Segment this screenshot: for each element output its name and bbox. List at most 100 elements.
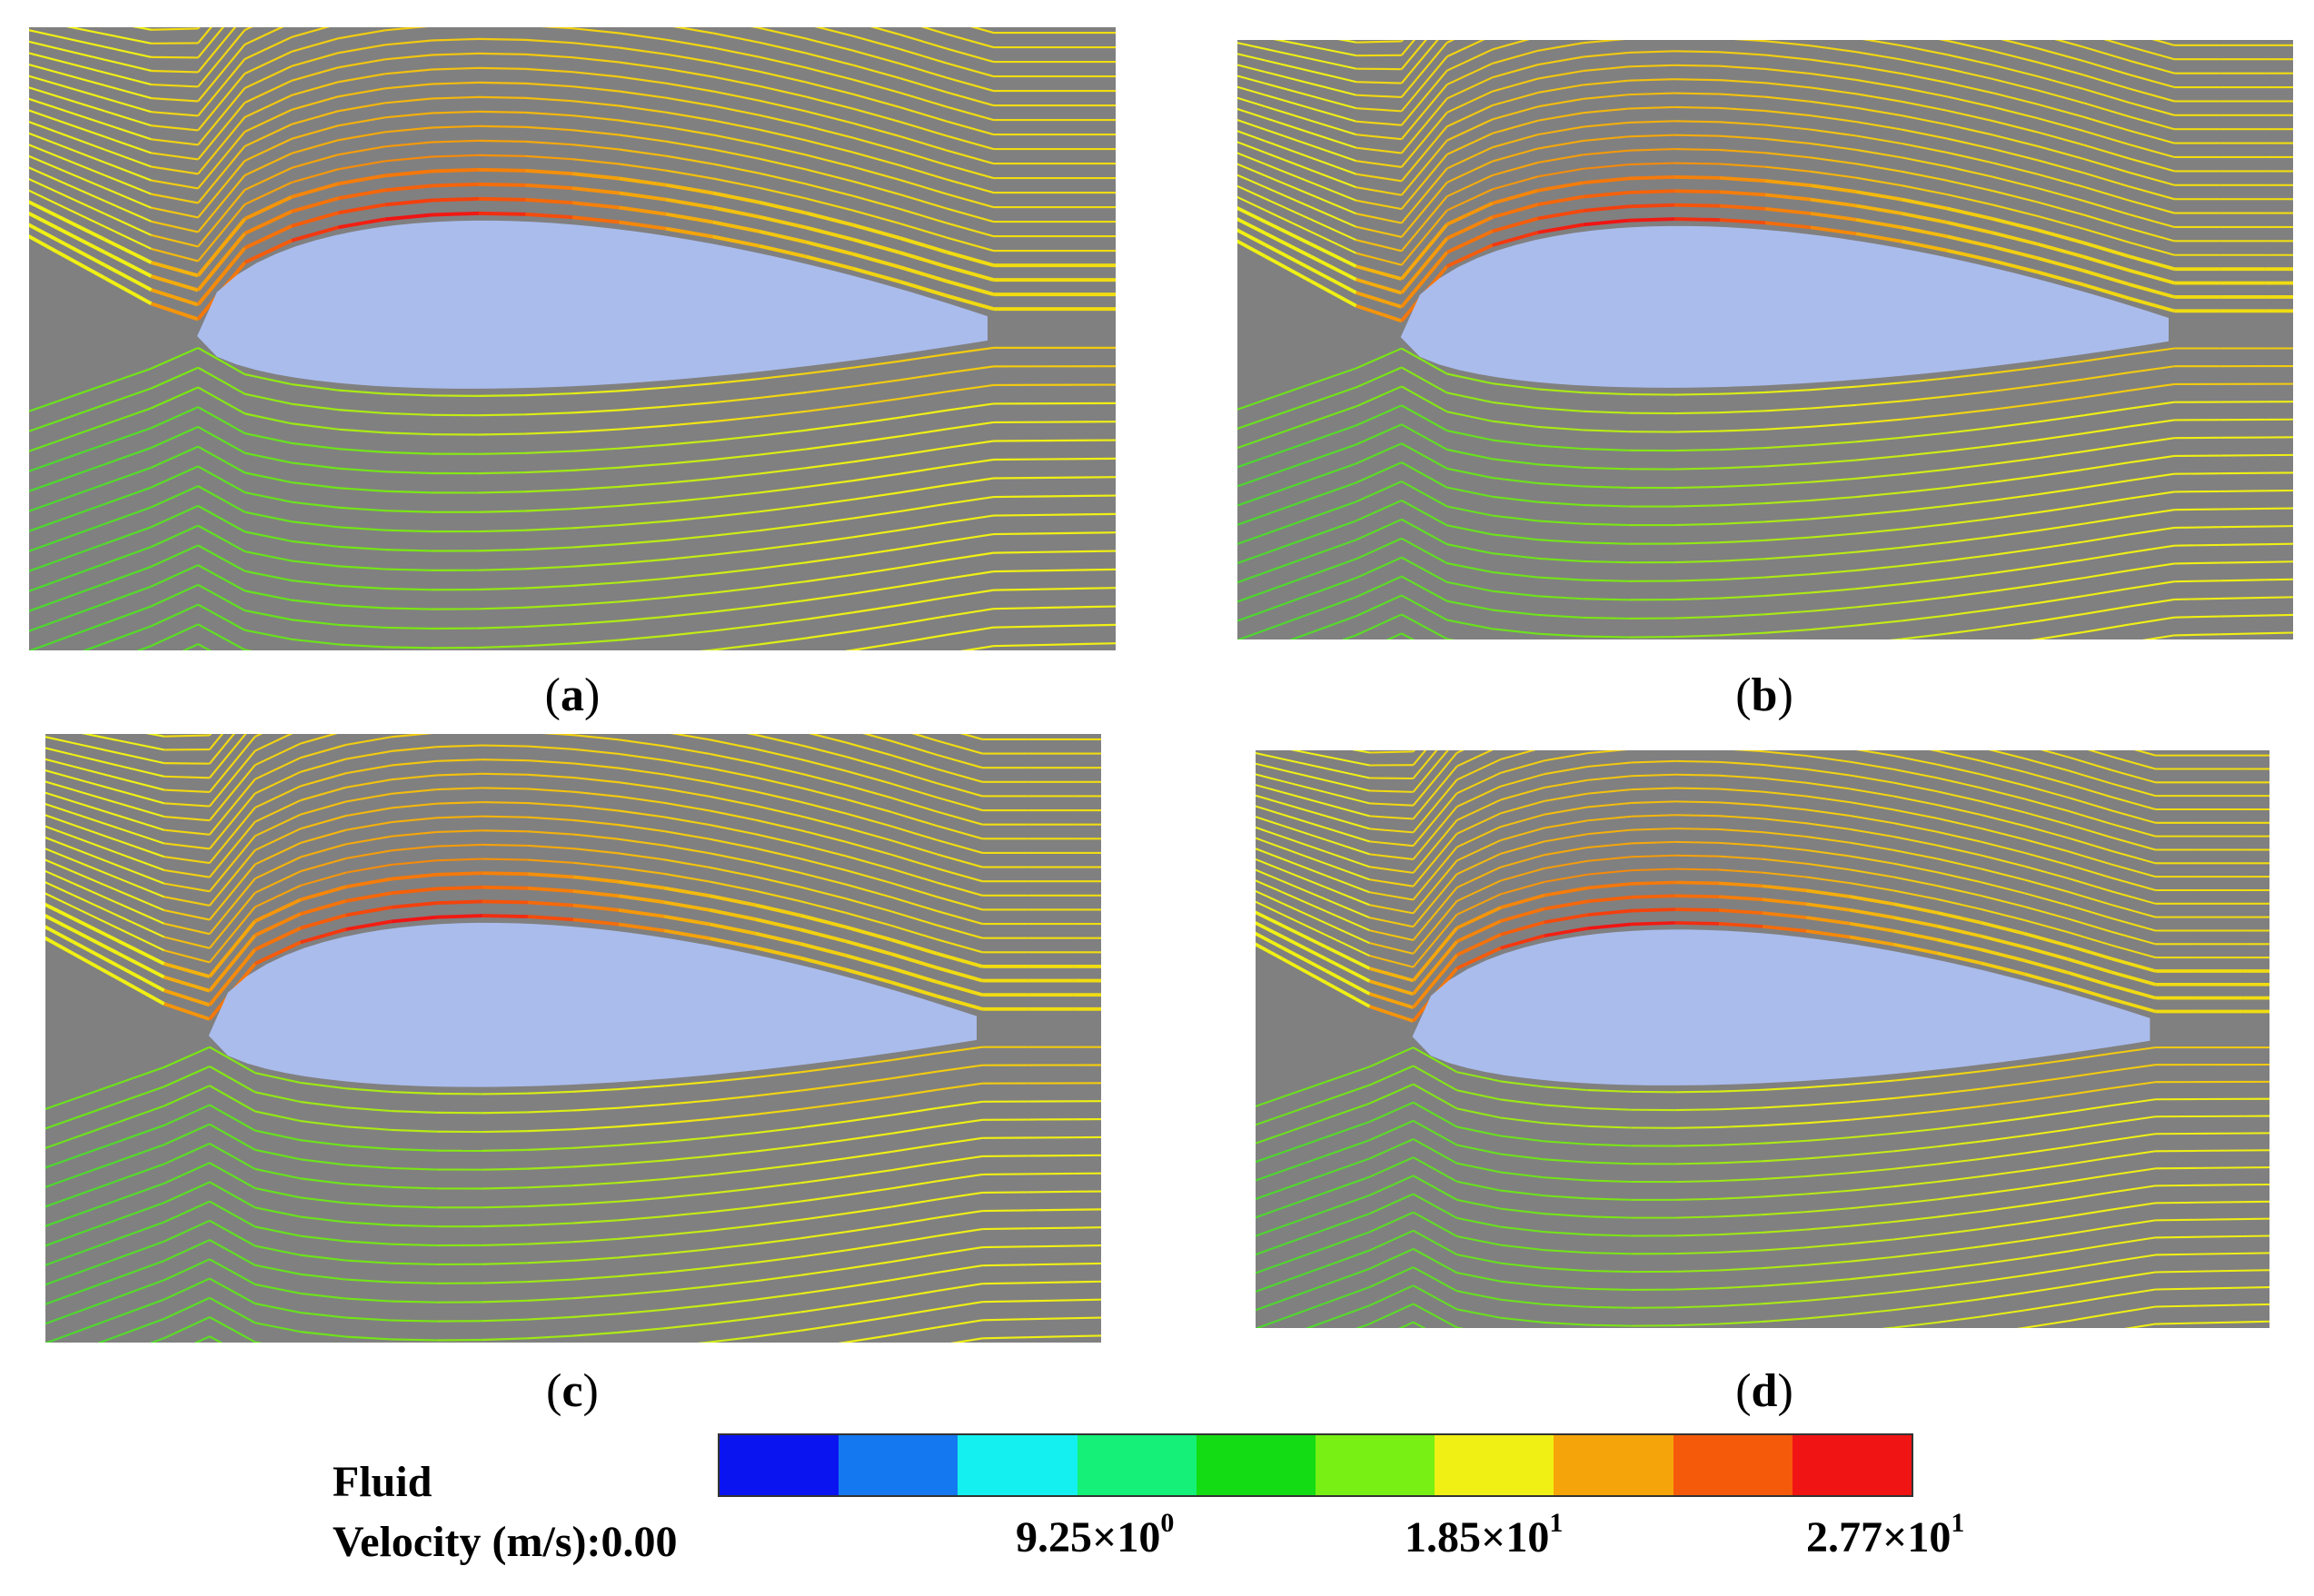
streamline-lower xyxy=(572,1294,620,1300)
streamline-upper xyxy=(2128,45,2175,61)
streamline-upper xyxy=(1762,871,1807,878)
streamline-upper xyxy=(1445,243,1494,268)
streamline-upper xyxy=(1237,85,1266,96)
streamline-upper xyxy=(300,800,347,816)
streamline-upper xyxy=(806,197,854,212)
colorbar-swatch xyxy=(839,1435,958,1495)
streamline-lower xyxy=(1413,1138,1458,1165)
streamline-upper xyxy=(73,800,119,818)
streamline-upper xyxy=(2068,823,2112,838)
streamline-upper xyxy=(151,179,199,190)
streamline-upper xyxy=(541,734,574,737)
streamline-lower xyxy=(300,1234,346,1243)
streamline-lower xyxy=(1446,543,1493,555)
streamline-upper xyxy=(1981,854,2025,867)
streamline-lower xyxy=(254,1187,301,1199)
streamline-upper xyxy=(300,815,347,830)
streamline-lower xyxy=(525,565,573,570)
streamline-lower xyxy=(619,615,667,622)
streamline-upper xyxy=(151,111,199,117)
streamline-upper xyxy=(1764,124,1812,131)
streamline-lower xyxy=(29,420,58,432)
streamline-lower xyxy=(197,564,246,592)
streamline-upper xyxy=(2082,74,2130,90)
streamline-lower xyxy=(949,1337,983,1343)
streamline-lower xyxy=(1992,457,2039,465)
streamline-lower xyxy=(1764,628,1812,634)
streamline-lower xyxy=(1256,1299,1283,1312)
streamline-upper xyxy=(709,894,756,907)
streamline-upper xyxy=(1849,908,1894,919)
streamline-lower xyxy=(1674,1323,1719,1327)
streamline-upper xyxy=(712,90,760,102)
streamline-upper xyxy=(1946,151,1993,164)
streamline-upper xyxy=(2082,213,2130,230)
streamline-lower xyxy=(197,603,246,631)
streamline-upper xyxy=(899,76,948,94)
streamline-upper xyxy=(1237,163,1266,177)
streamline-lower xyxy=(1401,404,1448,432)
streamline-upper xyxy=(2024,784,2069,798)
streamline-lower xyxy=(891,1234,938,1244)
colorbar-swatch xyxy=(1196,1435,1316,1495)
streamline-upper xyxy=(291,182,340,199)
streamline-lower xyxy=(478,413,526,417)
streamline-upper xyxy=(709,922,756,936)
streamline-lower xyxy=(1937,1140,1981,1148)
streamline-lower xyxy=(2024,1233,2069,1242)
streamline-lower xyxy=(1981,1099,2025,1107)
streamline-upper xyxy=(1849,774,1894,784)
streamline-upper xyxy=(164,802,210,808)
streamline-upper xyxy=(1674,854,1719,857)
streamline-upper xyxy=(338,73,386,84)
streamline-upper xyxy=(384,169,432,178)
streamline-lower xyxy=(663,1174,710,1181)
streamline-upper xyxy=(618,838,665,847)
streamline-lower xyxy=(1587,1197,1632,1201)
streamline-lower xyxy=(244,431,293,444)
streamline-upper xyxy=(1892,848,1938,860)
streamline-lower xyxy=(1401,575,1448,602)
streamline-upper xyxy=(1805,836,1851,844)
streamline-lower xyxy=(891,1052,938,1062)
streamline-upper xyxy=(845,897,892,913)
streamline-upper xyxy=(1256,879,1283,894)
streamline-upper xyxy=(890,882,938,898)
streamline-upper xyxy=(572,762,620,769)
streamline-lower xyxy=(291,599,339,607)
streamline-lower xyxy=(1764,444,1812,450)
streamline-upper xyxy=(1369,802,1414,807)
streamline-lower xyxy=(118,1221,165,1240)
streamline-lower xyxy=(1282,1117,1326,1135)
streamline-upper xyxy=(1256,889,1283,905)
streamline-upper xyxy=(2111,877,2156,891)
streamline-upper xyxy=(2111,796,2156,810)
streamline-upper xyxy=(936,825,983,840)
streamline-upper xyxy=(618,907,665,918)
streamline-upper xyxy=(391,915,438,924)
streamline-upper xyxy=(619,176,667,187)
streamline-upper xyxy=(946,76,994,93)
airfoil xyxy=(208,922,978,1087)
streamline-upper xyxy=(1892,876,1938,887)
streamline-lower xyxy=(1850,1238,1894,1245)
streamline-upper xyxy=(1936,885,1981,897)
streamline-lower xyxy=(118,1240,165,1259)
streamline-upper xyxy=(1282,802,1326,818)
streamline-upper xyxy=(1356,199,1402,211)
streamline-lower xyxy=(2174,580,2220,583)
streamline-upper xyxy=(1492,216,1539,233)
streamline-upper xyxy=(1855,93,1902,103)
streamline-upper xyxy=(936,896,983,911)
streamline-upper xyxy=(869,27,900,36)
streamline-lower xyxy=(1719,576,1766,581)
streamline-upper xyxy=(244,94,293,118)
streamline-lower xyxy=(1500,1116,1544,1125)
streamline-upper xyxy=(1673,105,1720,109)
streamline-lower xyxy=(2024,1284,2069,1294)
streamline-upper xyxy=(2068,783,2112,798)
streamline-upper xyxy=(663,872,710,883)
streamline-lower xyxy=(806,592,854,601)
streamline-upper xyxy=(1583,121,1629,128)
streamline-lower xyxy=(982,1191,1028,1195)
